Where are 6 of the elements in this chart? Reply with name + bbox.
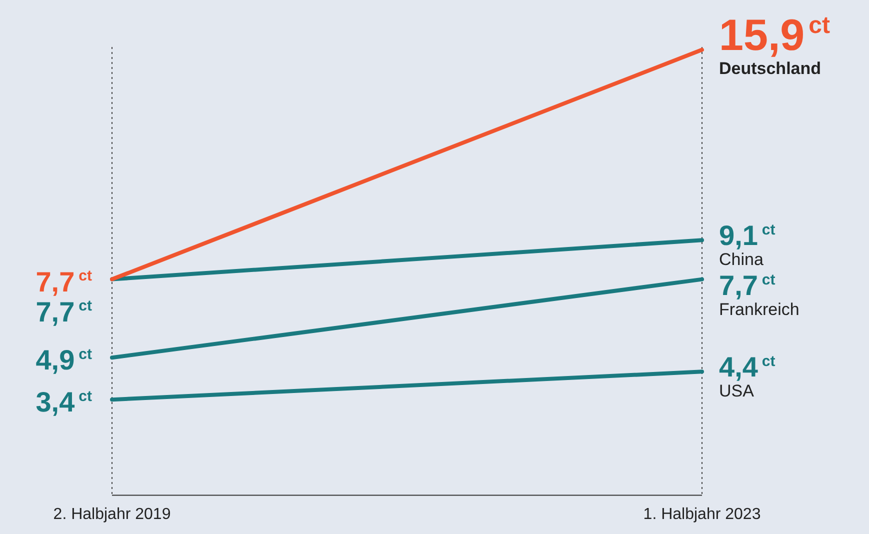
- series-label: USA: [719, 382, 755, 401]
- x-tick-label: 1. Halbjahr 2023: [643, 506, 761, 523]
- x-tick-label: 2. Halbjahr 2019: [53, 506, 171, 523]
- series-label: Frankreich: [719, 300, 800, 320]
- series-label: Deutschland: [719, 58, 822, 78]
- series-label: China: [719, 250, 764, 270]
